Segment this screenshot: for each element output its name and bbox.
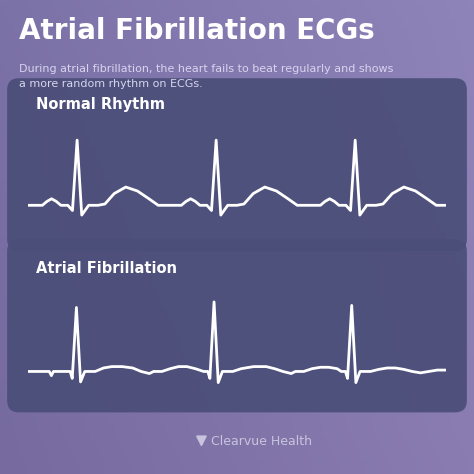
Bar xyxy=(71,71,79,79)
Bar xyxy=(55,55,63,63)
Bar xyxy=(324,324,332,332)
Bar xyxy=(245,245,253,253)
Bar xyxy=(347,347,356,356)
Bar xyxy=(269,269,276,276)
Bar xyxy=(47,47,55,55)
Bar xyxy=(127,127,134,134)
Bar xyxy=(403,403,411,411)
Bar xyxy=(395,395,403,403)
Bar xyxy=(458,458,466,466)
Bar xyxy=(182,182,190,190)
Bar xyxy=(63,63,71,71)
Bar xyxy=(118,118,127,127)
Bar xyxy=(379,379,387,387)
Bar xyxy=(276,276,284,284)
Bar xyxy=(292,292,300,300)
Bar xyxy=(364,364,371,371)
Bar xyxy=(142,142,150,150)
Bar xyxy=(24,24,32,32)
Bar xyxy=(32,32,39,39)
Bar xyxy=(316,316,324,324)
Bar xyxy=(174,174,182,182)
Bar xyxy=(150,150,158,158)
Bar xyxy=(103,103,110,110)
Bar xyxy=(229,229,237,237)
Bar xyxy=(39,39,47,47)
Bar xyxy=(16,16,24,24)
Bar xyxy=(0,0,8,8)
Bar xyxy=(166,166,174,174)
Text: Clearvue Health: Clearvue Health xyxy=(211,435,312,448)
Bar xyxy=(110,110,118,118)
Bar xyxy=(411,411,419,419)
Bar xyxy=(158,158,166,166)
Bar xyxy=(466,466,474,474)
FancyBboxPatch shape xyxy=(7,239,467,412)
Text: Atrial Fibrillation: Atrial Fibrillation xyxy=(36,261,176,276)
Bar xyxy=(442,442,450,450)
Bar xyxy=(308,308,316,316)
Bar xyxy=(387,387,395,395)
Bar xyxy=(435,435,442,442)
Bar xyxy=(190,190,198,198)
Bar xyxy=(134,134,142,142)
Bar xyxy=(261,261,269,269)
Text: Normal Rhythm: Normal Rhythm xyxy=(36,97,164,112)
FancyBboxPatch shape xyxy=(7,78,467,251)
Bar xyxy=(340,340,347,347)
Text: During atrial fibrillation, the heart fails to beat regularly and shows
a more r: During atrial fibrillation, the heart fa… xyxy=(19,64,393,89)
Bar xyxy=(284,284,292,292)
Bar xyxy=(87,87,95,95)
Bar xyxy=(213,213,221,221)
Bar xyxy=(8,8,16,16)
Bar xyxy=(356,356,364,364)
Bar xyxy=(427,427,435,435)
Bar xyxy=(205,205,213,213)
Bar xyxy=(79,79,87,87)
Bar xyxy=(237,237,245,245)
Bar xyxy=(198,198,205,205)
Text: Atrial Fibrillation ECGs: Atrial Fibrillation ECGs xyxy=(19,17,375,45)
Bar xyxy=(221,221,229,229)
Bar xyxy=(95,95,103,103)
Polygon shape xyxy=(197,436,206,446)
Bar xyxy=(419,419,427,427)
Bar xyxy=(300,300,308,308)
Bar xyxy=(332,332,340,340)
Bar xyxy=(371,371,379,379)
Bar xyxy=(450,450,458,458)
Bar xyxy=(253,253,261,261)
